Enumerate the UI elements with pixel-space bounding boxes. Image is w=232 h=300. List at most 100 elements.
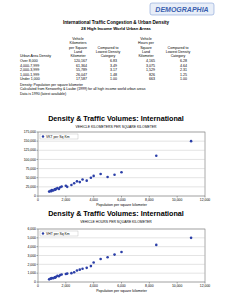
point [78, 268, 81, 271]
grid-line [38, 229, 205, 230]
point [85, 179, 88, 182]
point [190, 140, 193, 143]
point [76, 180, 79, 183]
point [155, 154, 158, 157]
table-cell: 663 [149, 77, 155, 81]
point [81, 178, 84, 181]
y-tick-label: 175,000 [24, 130, 36, 134]
grid-line [38, 168, 205, 169]
table-cell: 1,000-1,999 [20, 73, 39, 77]
x-tick-label: 6,000 [117, 284, 126, 288]
grid-line [38, 255, 205, 256]
point [92, 261, 95, 264]
y-tick-label: 5,000 [28, 236, 37, 240]
page: DEMOGRAPHIA International Traffic Congest… [0, 0, 232, 300]
grid-line [38, 246, 205, 247]
grid-line [38, 264, 205, 265]
tick [37, 159, 39, 160]
x-tick-label: 8,000 [145, 198, 154, 202]
legend-label: VKT per Sq Km [46, 135, 70, 139]
y-tick-label: 100,000 [24, 158, 36, 162]
table-cell: 1.00 [110, 77, 117, 81]
y-tick-label: 1,000 [28, 271, 37, 275]
point [73, 182, 76, 185]
title: International Traffic Congestion & Urban… [63, 20, 170, 25]
tick [37, 196, 39, 197]
table-cell: 26,047 [76, 73, 87, 77]
column-header: Category [101, 54, 116, 58]
grid-line [38, 132, 205, 133]
note: Data is 1990 (latest available) [20, 92, 66, 96]
table-cell: 3.17 [110, 68, 117, 72]
tick [37, 273, 39, 274]
point [113, 173, 116, 176]
point [60, 273, 63, 276]
grid-line [38, 282, 205, 283]
logo-box [150, 3, 214, 15]
table-cell: 1.25 [180, 73, 187, 77]
chart-title: Density & Traffic Volumes: International [48, 114, 184, 123]
logo: DEMOGRAPHIA [155, 6, 208, 13]
chart-title: Density & Traffic Volumes: International [48, 209, 184, 218]
x-tick-label: 2,000 [62, 284, 71, 288]
grid-line [38, 141, 205, 142]
legend-label: VHT per Sq Km [46, 232, 70, 236]
tick [37, 132, 39, 133]
table-cell: 4.64 [180, 64, 187, 68]
marks [48, 237, 193, 281]
grid-line [38, 196, 205, 197]
point [53, 188, 56, 191]
point [49, 277, 52, 280]
table-cell: 55,789 [76, 68, 87, 72]
legend-marker [42, 232, 44, 234]
chart-subtitle: VEHICLE HOURS PER SQUARE KILOMETER [80, 220, 152, 224]
column-header: Kilometer [70, 54, 86, 58]
x-tick-label: 8,000 [145, 284, 154, 288]
point [50, 277, 53, 280]
point [99, 258, 102, 261]
tick [37, 168, 39, 169]
tick [37, 186, 39, 187]
background [0, 0, 232, 300]
tick [37, 246, 39, 247]
y-tick-label: 75,000 [26, 167, 36, 171]
tick [37, 255, 39, 256]
marks [48, 140, 193, 193]
point [49, 190, 52, 193]
x-tick-label: 12,000 [200, 284, 210, 288]
table-cell: 2.31 [180, 68, 187, 72]
y-tick-label: 2,000 [28, 263, 37, 267]
table-cell: 120,167 [74, 59, 87, 63]
column-header: Kilometer [138, 54, 154, 58]
point [113, 253, 116, 256]
grid-line [38, 237, 205, 238]
x-tick-label: 0 [37, 198, 39, 202]
table-cell: 4,165 [146, 59, 155, 63]
point [54, 276, 57, 279]
point [53, 276, 56, 279]
grid-line [38, 150, 205, 151]
point [81, 267, 84, 270]
legend-box [40, 134, 78, 139]
x-tick-label: 4,000 [89, 284, 98, 288]
tick [37, 264, 39, 265]
grid-line [38, 186, 205, 187]
grid-line [38, 159, 205, 160]
legend-marker [42, 135, 44, 137]
point [85, 267, 88, 270]
plot-frame [38, 132, 205, 196]
point [120, 251, 123, 254]
x-tick-label: 2,000 [62, 198, 71, 202]
point [66, 186, 69, 189]
x-tick-label: 4,000 [89, 198, 98, 202]
point [76, 269, 79, 272]
tick [37, 237, 39, 238]
tick [37, 282, 39, 283]
plot-frame [38, 229, 205, 282]
point [190, 237, 193, 240]
table-cell: 1.00 [180, 77, 187, 81]
x-tick-label: 0 [37, 284, 39, 288]
table-cell: 6.28 [180, 59, 187, 63]
point [92, 175, 95, 178]
y-tick-label: 50,000 [26, 176, 36, 180]
